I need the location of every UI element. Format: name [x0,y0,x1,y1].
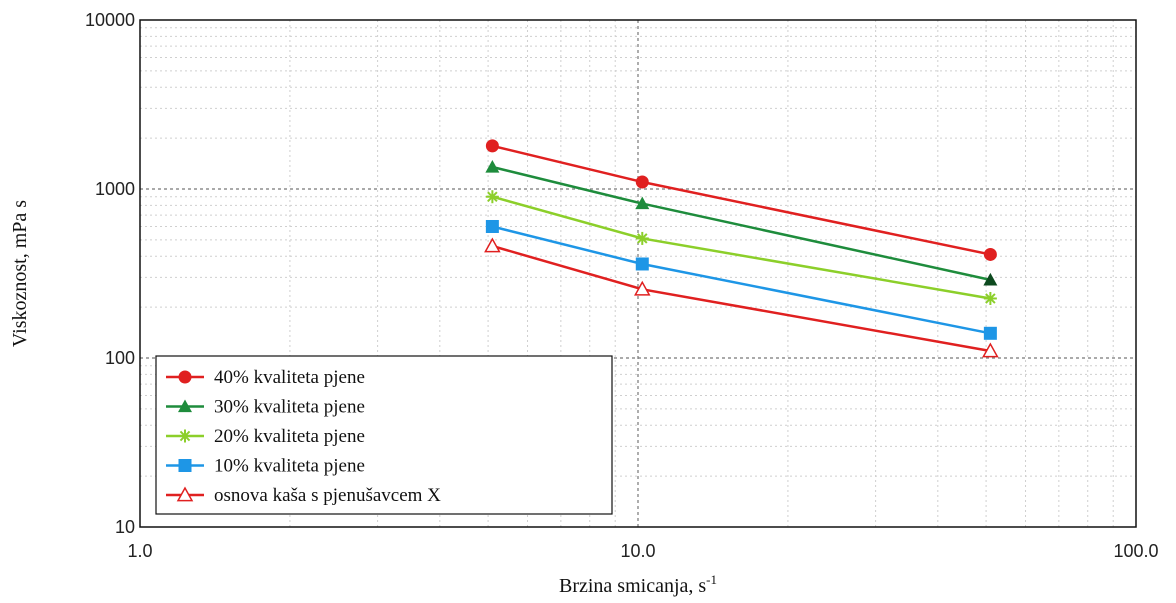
series-line [492,244,991,353]
legend-items: 40% kvaliteta pjene 30% kvaliteta pjene 20… [166,367,441,506]
legend-entry-3: 20% kvaliteta pjene [166,426,365,447]
series-3 [485,190,997,305]
legend: 40% kvaliteta pjene 30% kvaliteta pjene 20… [155,355,613,515]
y-tick-label: 10 [115,517,135,537]
legend-entry-4: 10% kvaliteta pjene [166,456,365,477]
tick-labels: 1.0 10.0 100.0 10 100 1000 10000 [85,10,1159,561]
series-1 [485,139,997,261]
legend-label: 20% kvaliteta pjene [214,426,365,447]
data-point [983,247,997,261]
series-line [492,144,991,256]
marker-stroke [487,191,498,202]
data-point [635,231,649,245]
legend-box [155,355,613,515]
legend-label: 40% kvaliteta pjene [214,367,365,388]
data-point [634,280,651,296]
legend-label: 30% kvaliteta pjene [214,397,365,418]
data-point [635,257,649,271]
marker-stroke [179,430,191,442]
plot-area-frame [139,19,1137,528]
marker-stroke [985,293,996,304]
x-tick-label: 100.0 [1113,541,1158,561]
data-point [485,159,500,173]
legend-marker [176,486,194,502]
series-lines [484,139,999,358]
legend-entry-5: osnova kaša s pjenušavcem X [166,485,441,506]
y-tick-label: 1000 [95,179,135,199]
x-axis-label-superscript: -1 [706,572,717,587]
grid [140,20,1136,527]
legend-entry-2: 30% kvaliteta pjene [166,397,365,418]
series-line [492,165,991,282]
y-tick-label: 10000 [85,10,135,30]
data-point [635,175,649,189]
x-tick-label: 10.0 [620,541,655,561]
data-point [983,326,997,340]
legend-marker [178,399,192,413]
x-axis-label-text: Brzina smicanja, s [559,575,706,597]
legend-marker [178,370,192,384]
legend-entry-1: 40% kvaliteta pjene [166,367,365,388]
data-point [485,219,499,233]
series-5 [484,237,999,358]
y-tick-label: 100 [105,348,135,368]
data-point [485,190,499,204]
series-4 [485,219,997,340]
data-point [982,342,999,358]
x-axis-label: Brzina smicanja, s-1 [559,572,717,597]
legend-marker [178,429,192,443]
data-point [983,272,998,286]
data-point [983,291,997,305]
legend-marker [178,459,192,472]
data-point [484,237,501,253]
series-2 [485,159,998,286]
x-tick-label: 1.0 [127,541,152,561]
data-point [485,139,499,153]
data-point [635,196,650,210]
y-axis-label: Viskoznost, mPa s [9,200,31,347]
series-line [492,225,991,335]
legend-label: osnova kaša s pjenušavcem X [214,485,441,506]
marker-stroke [637,233,648,244]
legend-label: 10% kvaliteta pjene [214,456,365,477]
